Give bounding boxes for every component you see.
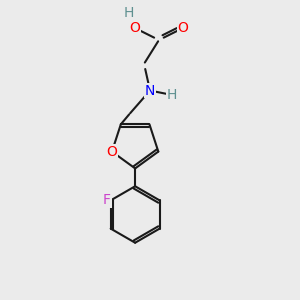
Text: N: N [145,84,155,98]
Text: O: O [106,145,117,159]
Text: O: O [177,21,188,35]
Text: H: H [167,88,178,102]
Text: H: H [124,6,134,20]
Text: O: O [130,21,141,35]
Text: F: F [103,194,111,207]
